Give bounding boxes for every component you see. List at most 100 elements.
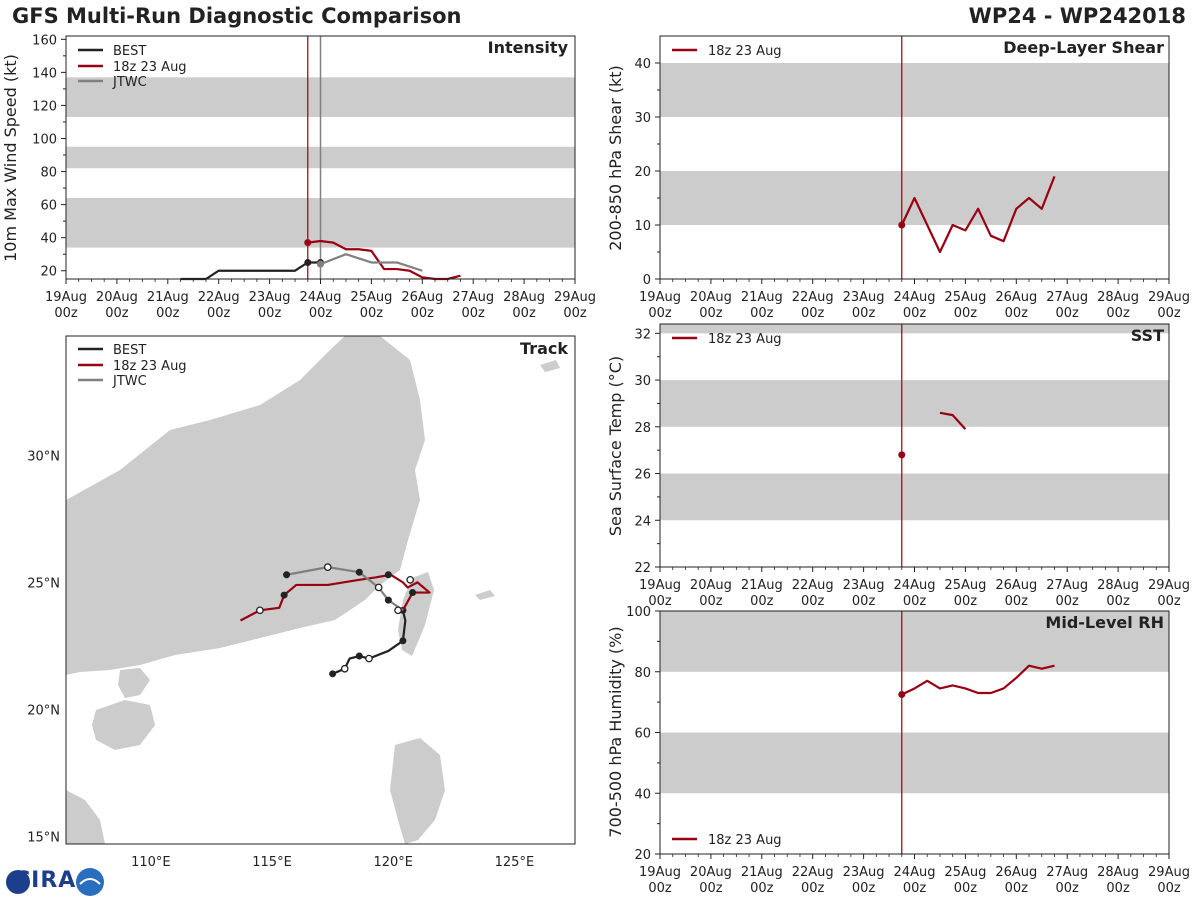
shear-ytick-label: 0	[643, 273, 651, 288]
shear-xtick-hour: 00z	[1005, 306, 1029, 321]
intensity-xtick-day: 29Aug	[554, 290, 596, 305]
shear-xtick-hour: 00z	[852, 306, 876, 321]
intensity-xtick-day: 22Aug	[198, 290, 240, 305]
rh-ytick-label: 60	[634, 727, 651, 742]
track-xtick-label: 110°E	[131, 855, 171, 870]
okinawa-island	[540, 360, 560, 372]
sst-xtick-hour: 00z	[852, 594, 876, 609]
track-panel: 110°E 115°E 120°E 125°E 15°N 20°N 25°N 30°N Tra…	[27, 335, 576, 870]
sst-x-ticks: 19Aug00z20Aug00z21Aug00z22Aug00z23Aug00z…	[639, 567, 1190, 609]
intensity-series-0-point-0	[304, 258, 312, 266]
rh-x-ticks: 19Aug00z20Aug00z21Aug00z22Aug00z23Aug00z…	[639, 854, 1190, 896]
sst-xtick-day: 19Aug	[639, 578, 681, 593]
intensity-ytick-label: 80	[40, 166, 57, 181]
sst-legend-label: 18z 23 Aug	[708, 332, 782, 347]
shear-ytick-label: 20	[634, 165, 651, 180]
shear-xtick-hour: 00z	[903, 306, 927, 321]
track-ytick-label: 20°N	[27, 703, 60, 718]
intensity-xtick-hour: 00z	[156, 306, 180, 321]
track-title: Track	[520, 339, 568, 358]
intensity-ytick-label: 20	[40, 265, 57, 280]
rh-xtick-hour: 00z	[648, 881, 672, 896]
rh-xtick-day: 25Aug	[944, 865, 986, 880]
track-xtick-label: 115°E	[252, 855, 292, 870]
track-18z-23-aug-filled-point	[384, 571, 392, 579]
sst-ytick-label: 28	[634, 421, 651, 436]
sst-xtick-day: 21Aug	[741, 578, 783, 593]
sst-xtick-day: 24Aug	[894, 578, 936, 593]
intensity-xtick-day: 24Aug	[300, 290, 342, 305]
sst-xtick-hour: 00z	[1056, 594, 1080, 609]
intensity-xtick-day: 26Aug	[401, 290, 443, 305]
sst-band-2	[660, 324, 1169, 334]
shear-xtick-day: 23Aug	[843, 290, 885, 305]
sst-lines	[898, 324, 967, 567]
intensity-xtick-hour: 00z	[512, 306, 536, 321]
sst-xtick-hour: 00z	[1157, 594, 1181, 609]
intensity-xtick-hour: 00z	[105, 306, 129, 321]
sst-xtick-day: 29Aug	[1148, 578, 1190, 593]
cira-logo: CIRA	[4, 866, 108, 898]
intensity-ylabel: 10m Max Wind Speed (kt)	[1, 54, 20, 262]
intensity-lines	[180, 36, 461, 281]
intensity-xtick-day: 20Aug	[96, 290, 138, 305]
sst-xtick-day: 23Aug	[843, 578, 885, 593]
rh-xtick-day: 29Aug	[1148, 865, 1190, 880]
shear-xtick-day: 21Aug	[741, 290, 783, 305]
track-18z-23-aug-open-point	[256, 606, 264, 615]
sst-xtick-day: 25Aug	[944, 578, 986, 593]
shear-ylabel: 200-850 hPa Shear (kt)	[606, 65, 625, 251]
track-best-open-point	[340, 664, 349, 673]
sst-bands	[660, 324, 1169, 521]
sst-xtick-day: 28Aug	[1097, 578, 1139, 593]
sst-xtick-day: 22Aug	[792, 578, 834, 593]
page-title: GFS Multi-Run Diagnostic Comparison	[12, 4, 462, 28]
rh-xtick-hour: 00z	[1056, 881, 1080, 896]
legend-jtwc-label: JTWC	[112, 75, 147, 90]
intensity-xtick-hour: 00z	[309, 306, 333, 321]
rh-xtick-day: 21Aug	[741, 865, 783, 880]
rh-xtick-day: 20Aug	[690, 865, 732, 880]
sst-series-0-point-0	[898, 451, 906, 459]
shear-lines	[898, 36, 1056, 279]
rh-title: Mid-Level RH	[1045, 613, 1164, 632]
intensity-xtick-hour: 00z	[563, 306, 587, 321]
rh-xtick-day: 28Aug	[1097, 865, 1139, 880]
intensity-xtick-hour: 00z	[411, 306, 435, 321]
shear-title: Deep-Layer Shear	[1003, 38, 1164, 57]
track-legend-best-label: BEST	[113, 343, 146, 358]
rh-xtick-day: 22Aug	[792, 865, 834, 880]
shear-xtick-day: 27Aug	[1046, 290, 1088, 305]
intensity-ytick-label: 160	[32, 33, 57, 48]
intensity-ytick-label: 140	[32, 66, 57, 81]
track-jtwc-filled-point	[283, 571, 291, 579]
rh-xtick-day: 26Aug	[995, 865, 1037, 880]
sst-band-0	[660, 473, 1169, 521]
track-frame	[65, 335, 576, 845]
track-ytick-label: 30°N	[27, 449, 60, 464]
track-best-path	[332, 610, 407, 675]
legend-best-label: BEST	[113, 44, 146, 59]
track-jtwc-open-point	[394, 606, 402, 615]
ryukyu-island	[475, 590, 495, 600]
rh-xtick-hour: 00z	[903, 881, 927, 896]
sst-xtick-hour: 00z	[648, 594, 672, 609]
mainland-china	[66, 336, 425, 675]
track-jtwc-open-point	[406, 575, 415, 584]
sst-xtick-hour: 00z	[750, 594, 774, 609]
sst-ytick-label: 24	[634, 514, 651, 529]
shear-xtick-hour: 00z	[1106, 306, 1130, 321]
shear-series-18z-23-aug-line	[900, 175, 1056, 254]
intensity-ytick-label: 40	[40, 232, 57, 247]
sst-xtick-day: 20Aug	[690, 578, 732, 593]
track-lines	[240, 563, 431, 678]
intensity-ytick-label: 120	[32, 99, 57, 114]
track-ticks: 110°E 115°E 120°E 125°E 15°N 20°N 25°N 30°N	[27, 449, 534, 870]
leizhou-peninsula	[118, 668, 150, 698]
shear-xtick-hour: 00z	[1056, 306, 1080, 321]
track-map-land	[66, 336, 560, 844]
sst-y-ticks: 22 24 26 28 30 32	[634, 327, 660, 576]
sst-xtick-day: 26Aug	[995, 578, 1037, 593]
